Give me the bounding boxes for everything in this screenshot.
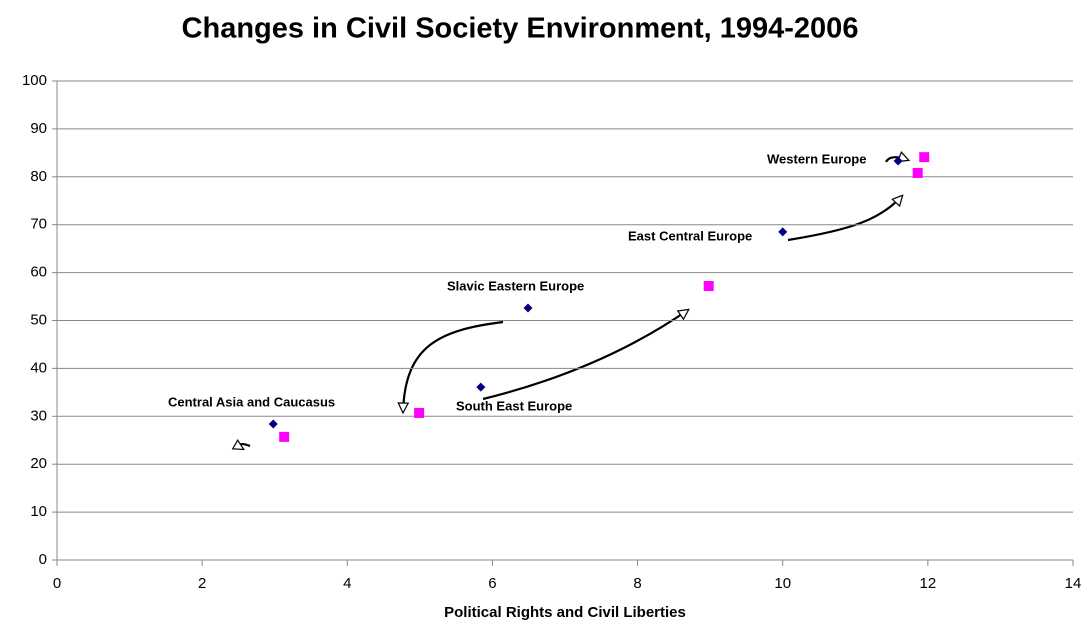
point	[414, 407, 425, 418]
y-tick-label: 70	[30, 216, 47, 233]
point	[778, 227, 788, 237]
chart-title: Changes in Civil Society Environment, 19…	[182, 13, 859, 45]
point	[703, 281, 714, 292]
y-tick-label: 30	[30, 407, 47, 424]
y-tick-label: 10	[30, 503, 47, 520]
point	[268, 419, 278, 429]
annotation: East Central Europe	[628, 228, 752, 243]
y-tick-label: 80	[30, 168, 47, 185]
x-tick-label: 14	[1065, 575, 1082, 592]
y-tick-label: 40	[30, 359, 47, 376]
y-tick-label: 60	[30, 264, 47, 281]
point	[279, 431, 290, 442]
x-tick-label: 0	[53, 575, 61, 592]
annotation: Western Europe	[767, 151, 866, 166]
annotation: Slavic Eastern Europe	[447, 278, 584, 293]
arrow	[403, 320, 504, 412]
y-tick-label: 50	[30, 311, 47, 328]
arrow	[239, 444, 251, 449]
arrows	[239, 157, 908, 449]
point	[912, 167, 923, 178]
y-tick-label: 20	[30, 455, 47, 472]
x-tick-label: 6	[488, 575, 496, 592]
arrow	[885, 157, 908, 163]
arrow	[787, 196, 902, 242]
point	[476, 382, 486, 392]
x-axis-title: Political Rights and Civil Liberties	[444, 604, 686, 621]
y-tick-label: 90	[30, 120, 47, 137]
x-tick-label: 10	[774, 575, 791, 592]
x-tick-label: 4	[343, 575, 351, 592]
annotation: Central Asia and Caucasus	[168, 394, 335, 409]
x-tick-label: 8	[633, 575, 641, 592]
y-tick-label: 0	[39, 551, 47, 568]
y-tick-label: 100	[22, 72, 47, 89]
point	[523, 303, 533, 313]
point	[919, 152, 930, 163]
arrow	[482, 310, 688, 401]
annotation: South East Europe	[456, 398, 572, 413]
x-tick-label: 12	[920, 575, 937, 592]
x-tick-label: 2	[198, 575, 206, 592]
point	[893, 156, 903, 166]
